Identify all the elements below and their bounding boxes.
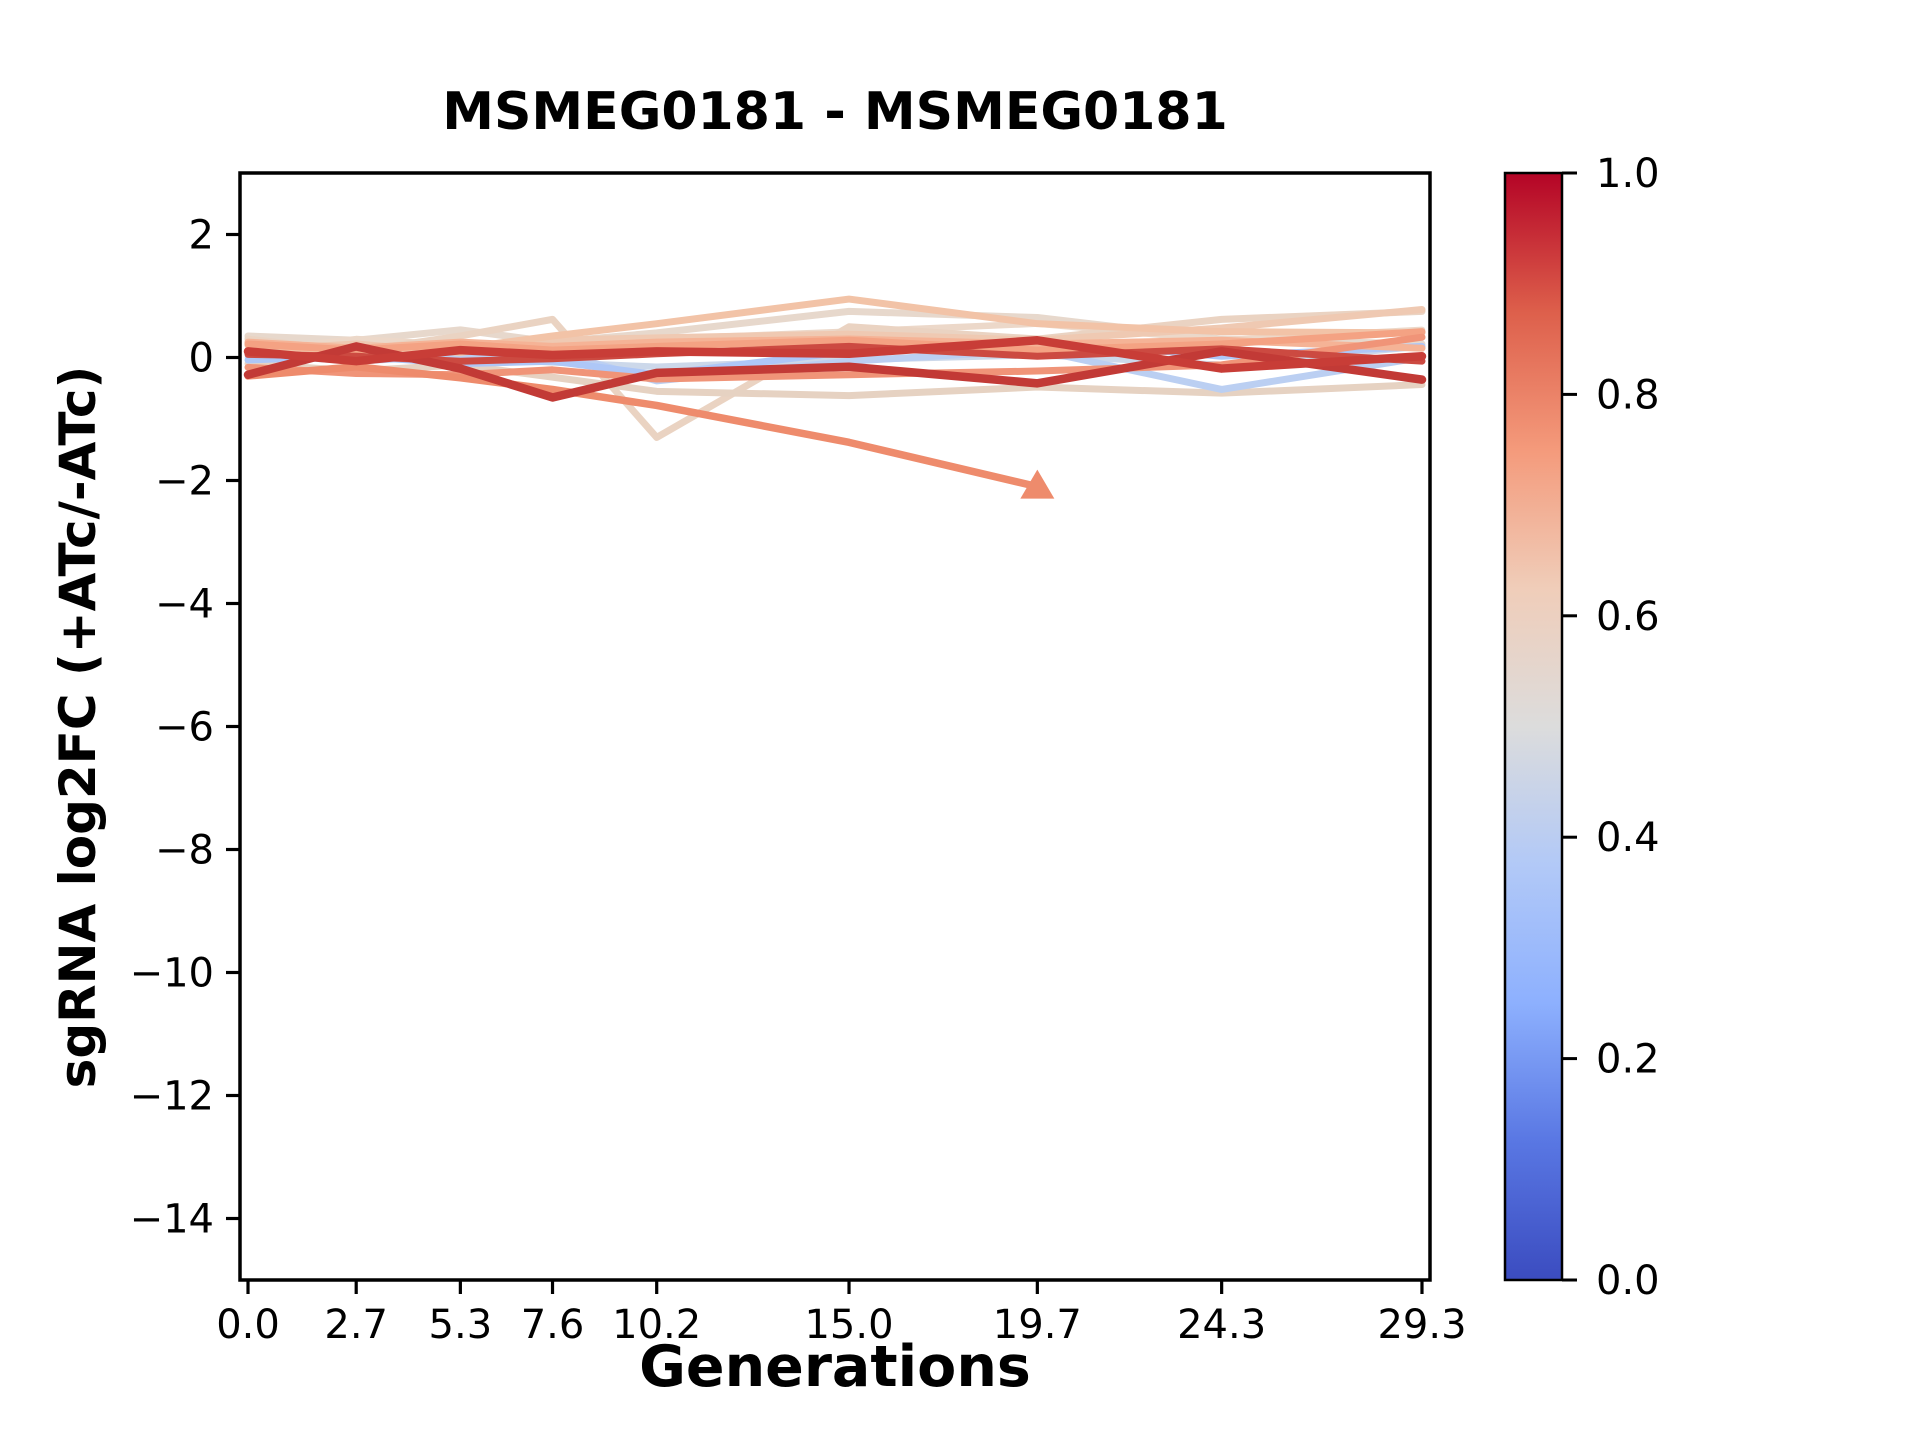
y-axis-tick-label: −14 — [130, 1197, 214, 1243]
sgRNA-trace-line-13 — [244, 362, 1042, 491]
x-axis-tick-label: 2.7 — [324, 1302, 388, 1348]
colorbar: 0.0 0.2 0.4 0.6 0.8 1.0 — [1503, 151, 1660, 1304]
colorbar-tick-label: 0.8 — [1596, 372, 1660, 418]
y-axis-tick-label: −10 — [130, 951, 214, 997]
colorbar-tick-label: 1.0 — [1596, 151, 1660, 197]
series-group — [243, 295, 1427, 499]
y-axis-tick-label: −4 — [155, 582, 214, 628]
x-axis-tick-label: 29.3 — [1377, 1302, 1466, 1348]
chart-title: MSMEG0181 - MSMEG0181 — [442, 82, 1228, 142]
x-axis-tick-label: 7.6 — [521, 1302, 585, 1348]
y-axis-tick-label: −2 — [155, 459, 214, 505]
colorbar-gradient — [1503, 171, 1564, 1282]
y-axis-tick-label: −6 — [155, 705, 214, 751]
colorbar-tick-label: 0.2 — [1596, 1037, 1660, 1083]
x-axis-tick-label: 10.2 — [612, 1302, 701, 1348]
colorbar-tick-label: 0.0 — [1596, 1258, 1660, 1304]
x-axis-tick-label: 0.0 — [216, 1302, 280, 1348]
y-axis-tick-label: −12 — [130, 1074, 214, 1120]
y-axis-tick-label: −8 — [155, 828, 214, 874]
sgRNA-trace-line-16 — [243, 336, 1427, 373]
x-axis-tick-label: 15.0 — [804, 1302, 893, 1348]
y-axis-tick-label: 0 — [189, 336, 214, 382]
depleted-endpoint-marker — [1020, 469, 1055, 499]
y-axis: 2 0 −2 −4 −6 −8 −10 −12 −14 — [130, 213, 240, 1243]
x-axis-tick-label: 19.7 — [993, 1302, 1082, 1348]
colorbar-tick-label: 0.6 — [1596, 594, 1660, 640]
x-axis-label: Generations — [639, 1334, 1031, 1400]
colorbar-tick-label: 0.4 — [1596, 815, 1660, 861]
sgRNA-trace-line-11 — [244, 328, 1426, 354]
x-axis-tick-label: 24.3 — [1177, 1302, 1266, 1348]
x-axis-tick-label: 5.3 — [429, 1302, 493, 1348]
y-axis-tick-label: 2 — [189, 213, 214, 259]
x-axis: 0.0 2.7 5.3 7.6 10.2 15.0 19.7 24.3 29.3 — [216, 1280, 1467, 1348]
